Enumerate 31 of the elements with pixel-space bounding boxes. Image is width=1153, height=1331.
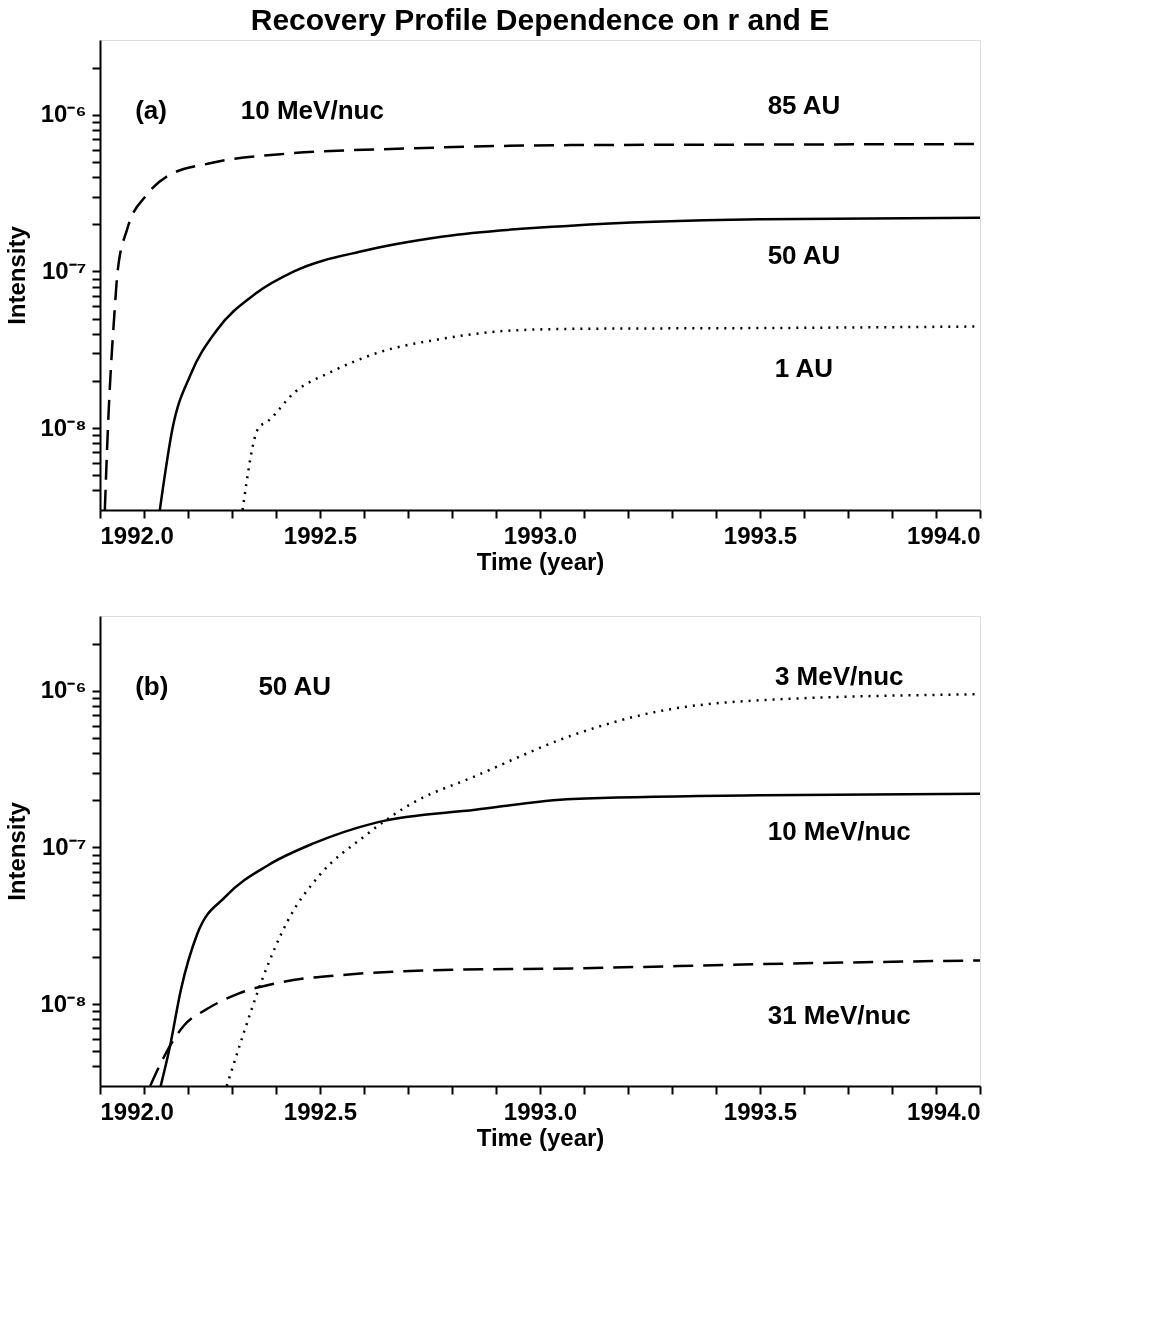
annotation: 3 MeV/nuc: [774, 661, 904, 692]
annotation: 50 AU: [767, 240, 841, 271]
annotation: (a): [135, 94, 167, 125]
annotation: 85 AU: [767, 89, 841, 120]
annotation: 31 MeV/nuc: [767, 999, 911, 1030]
y-tick-label: 10⁻⁷: [41, 256, 87, 284]
x-tick-label: 1993.5: [723, 1097, 798, 1125]
annotation: 10 MeV/nuc: [767, 816, 911, 847]
y-tick-label: 10⁻⁶: [40, 100, 87, 128]
x-tick-label: 1994.0: [907, 1097, 981, 1125]
annotation: (b): [135, 670, 169, 701]
x-tick-label: 1992.5: [283, 521, 358, 549]
y-tick-label: 10⁻⁸: [40, 989, 87, 1017]
y-tick-label: 10⁻⁶: [40, 676, 87, 704]
y-tick-label: 10⁻⁸: [40, 413, 87, 441]
annotation: 1 AU: [774, 353, 834, 383]
x-tick-label: 1992.5: [283, 1097, 358, 1125]
annotation: 50 AU: [258, 670, 332, 701]
chart-title: Recovery Profile Dependence on r and E: [250, 3, 830, 36]
x-tick-label: 1994.0: [907, 521, 981, 549]
y-tick-label: 10⁻⁷: [41, 832, 87, 860]
x-tick-label: 1993.0: [503, 521, 578, 549]
annotation: 10 MeV/nuc: [240, 94, 384, 125]
x-axis-title: Time (year): [476, 1123, 605, 1151]
x-tick-label: 1992.0: [100, 521, 174, 549]
y-axis-title: Intensity: [3, 801, 31, 901]
x-tick-label: 1993.0: [503, 1097, 578, 1125]
y-axis-title: Intensity: [3, 225, 31, 325]
x-axis-title: Time (year): [476, 547, 605, 575]
x-tick-label: 1992.0: [100, 1097, 174, 1125]
x-tick-label: 1993.5: [723, 521, 798, 549]
